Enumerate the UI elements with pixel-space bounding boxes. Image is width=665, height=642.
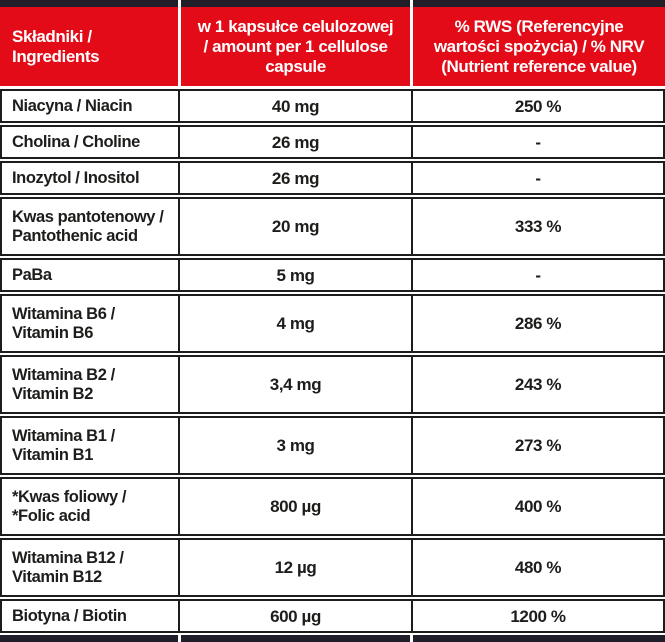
bottom-bar-segment [181,635,410,642]
ingredient-name: Witamina B1 / Vitamin B1 [12,426,115,464]
ingredient-name: Witamina B12 / Vitamin B12 [12,548,124,586]
ingredient-rws-percent: 333 % [411,199,663,254]
ingredient-name: Biotyna / Biotin [12,606,127,625]
ingredient-name: Witamina B2 / Vitamin B2 [12,365,115,403]
ingredient-amount: 4 mg [178,296,411,351]
ingredient-amount: 26 mg [178,163,411,193]
ingredient-amount: 20 mg [178,199,411,254]
ingredient-rws-percent: - [411,163,663,193]
ingredient-rws-percent: - [411,260,663,290]
ingredient-amount: 12 µg [178,540,411,595]
bottom-bar-segment [0,635,178,642]
ingredient-rws-percent: 1200 % [411,601,663,631]
ingredient-amount: 600 µg [178,601,411,631]
ingredient-rws-percent: 243 % [411,357,663,412]
ingredient-name: PaBa [12,265,52,284]
ingredient-amount: 3 mg [178,418,411,473]
header-cell-amount-per-capsule: w 1 kapsułce celulozowej / amount per 1 … [181,0,410,86]
table-row: Kwas pantotenowy / Pantothenic acid 20 m… [0,197,665,256]
table-header-row: Składniki / Ingredients w 1 kapsułce cel… [0,0,665,86]
ingredient-name: Cholina / Choline [12,132,140,151]
header-cell-ingredients: Składniki / Ingredients [0,0,178,86]
table-row: Witamina B6 / Vitamin B6 4 mg 286 % [0,294,665,353]
ingredient-name: Kwas pantotenowy / Pantothenic acid [12,207,164,245]
ingredient-rws-percent: 400 % [411,479,663,534]
table-row: Witamina B2 / Vitamin B2 3,4 mg 243 % [0,355,665,414]
table-row: Cholina / Choline 26 mg - [0,125,665,159]
ingredient-rws-percent: 480 % [411,540,663,595]
bottom-black-bar [0,635,665,642]
ingredient-name: Witamina B6 / Vitamin B6 [12,304,115,342]
table-row: PaBa 5 mg - [0,258,665,292]
ingredient-rws-percent: 273 % [411,418,663,473]
ingredient-amount: 5 mg [178,260,411,290]
ingredient-name: Niacyna / Niacin [12,96,133,115]
table-row: *Kwas foliowy / *Folic acid 800 µg 400 % [0,477,665,536]
table-row: Witamina B12 / Vitamin B12 12 µg 480 % [0,538,665,597]
ingredient-name: Inozytol / Inositol [12,168,140,187]
ingredient-amount: 800 µg [178,479,411,534]
ingredient-rws-percent: 286 % [411,296,663,351]
ingredient-rws-percent: 250 % [411,91,663,121]
bottom-bar-segment [413,635,665,642]
ingredient-name: *Kwas foliowy / *Folic acid [12,487,127,525]
header-cell-rws-nrv: % RWS (Referencyjne wartości spożycia) /… [413,0,665,86]
table-row: Biotyna / Biotin 600 µg 1200 % [0,599,665,633]
ingredient-amount: 3,4 mg [178,357,411,412]
ingredient-amount: 40 mg [178,91,411,121]
table-body: Niacyna / Niacin 40 mg 250 % Cholina / C… [0,89,665,633]
table-row: Inozytol / Inositol 26 mg - [0,161,665,195]
ingredient-rws-percent: - [411,127,663,157]
table-row: Witamina B1 / Vitamin B1 3 mg 273 % [0,416,665,475]
ingredient-amount: 26 mg [178,127,411,157]
table-row: Niacyna / Niacin 40 mg 250 % [0,89,665,123]
